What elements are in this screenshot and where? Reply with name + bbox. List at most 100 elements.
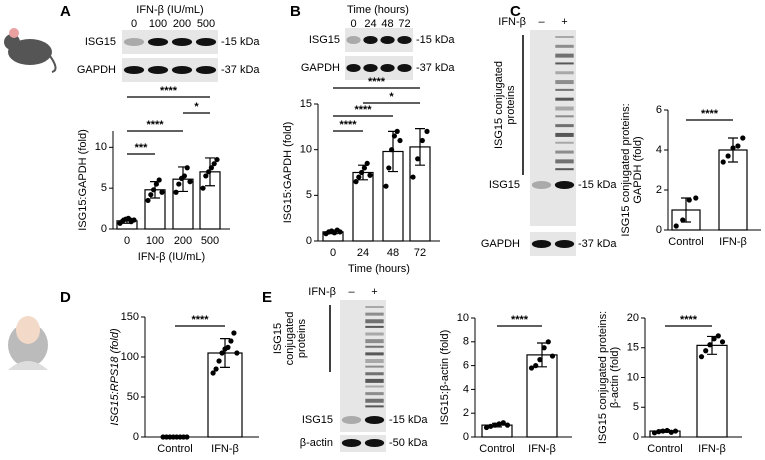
blot-band xyxy=(171,66,193,74)
data-point xyxy=(549,353,556,359)
x-tick-label: 24 xyxy=(357,247,369,259)
blot-band xyxy=(364,416,385,424)
y-tick-label: 2 xyxy=(463,407,469,419)
smear-band xyxy=(365,312,384,316)
data-point xyxy=(159,189,165,195)
y-axis-label: ISG15:GAPDH (fold) xyxy=(77,129,89,230)
y-tick-label: 2 xyxy=(656,184,662,196)
y-tick-label: 5 xyxy=(101,182,107,194)
x-tick-label: Control xyxy=(647,443,682,455)
data-point xyxy=(660,428,666,434)
data-point xyxy=(397,137,403,144)
data-point xyxy=(210,370,216,376)
blot-band xyxy=(171,38,193,46)
data-point xyxy=(686,197,692,203)
data-point xyxy=(394,128,400,134)
smear-band xyxy=(555,44,574,48)
y-tick-label: 0 xyxy=(656,224,662,236)
data-point xyxy=(214,156,220,163)
x-tick-label: 100 xyxy=(146,235,164,247)
row-label: ISG15 xyxy=(309,34,340,46)
y-tick-label: 100 xyxy=(121,351,139,363)
smear-band xyxy=(365,339,384,344)
significance-label: **** xyxy=(160,85,178,97)
data-point xyxy=(673,223,679,229)
data-point xyxy=(231,330,237,336)
lane-label: – xyxy=(538,16,545,28)
y-tick-label: 20 xyxy=(627,312,639,324)
lane-label: – xyxy=(348,286,355,298)
data-point xyxy=(200,185,206,191)
bracket-label: proteins xyxy=(505,85,517,125)
smear-band xyxy=(365,332,384,336)
data-point xyxy=(203,173,209,179)
x-tick-label: IFN-β xyxy=(719,236,747,248)
data-point xyxy=(151,187,157,193)
smear-band xyxy=(365,325,384,328)
smear-band xyxy=(555,115,574,118)
y-tick-label: 0 xyxy=(101,223,107,235)
y-tick-label: 10 xyxy=(627,371,639,383)
smear-band xyxy=(555,80,574,85)
y-tick-label: 0 xyxy=(133,431,139,443)
kda-marker: -15 kDa xyxy=(221,36,260,48)
data-point xyxy=(131,217,137,223)
smear-band xyxy=(555,97,574,101)
kda-marker: -15 kDa xyxy=(389,414,428,426)
row-label: ISG15 xyxy=(489,179,520,191)
smear-band xyxy=(555,36,574,38)
data-point xyxy=(488,423,494,429)
significance-label: **** xyxy=(146,119,164,131)
kda-marker: -37 kDa xyxy=(578,238,617,250)
bracket-label: proteins xyxy=(296,318,308,358)
data-point xyxy=(410,174,416,180)
blot-header: Time (hours) xyxy=(347,4,409,16)
blot-header: IFN-β (IU/mL) xyxy=(136,4,203,16)
bracket-label: ISG15 xyxy=(272,323,284,354)
data-point xyxy=(668,429,674,435)
data-point xyxy=(528,365,535,371)
data-point xyxy=(153,181,159,187)
error-bar xyxy=(220,338,230,368)
data-point xyxy=(211,161,217,167)
significance-label: *** xyxy=(135,142,149,154)
data-point xyxy=(391,133,397,139)
y-tick-label: 50 xyxy=(127,391,139,403)
data-point xyxy=(337,229,343,235)
data-point xyxy=(367,172,373,178)
blot-band xyxy=(364,439,385,447)
data-point xyxy=(364,160,370,166)
blot-band xyxy=(554,240,575,248)
blot-band xyxy=(195,66,217,74)
y-tick-label: 6 xyxy=(656,104,662,116)
smear-band xyxy=(555,168,574,171)
x-tick-label: Control xyxy=(479,443,514,455)
blot-band xyxy=(380,36,395,44)
blot-band xyxy=(147,38,169,46)
y-axis-label: ISG15:RPS18 (fold) xyxy=(109,328,121,426)
blot-band xyxy=(346,36,361,44)
blot-band xyxy=(123,66,145,74)
blot-header: IFN-β xyxy=(498,16,526,28)
data-point xyxy=(419,137,425,144)
data-point xyxy=(148,192,154,198)
y-tick-label: 10 xyxy=(457,312,469,324)
blot-band xyxy=(123,38,145,46)
data-point xyxy=(483,424,490,431)
data-point xyxy=(213,366,219,372)
y-tick-label: 5 xyxy=(633,401,639,413)
smear-band xyxy=(555,132,574,137)
y-axis-label: β-actin (fold) xyxy=(609,347,621,408)
smear-band xyxy=(555,71,574,75)
data-point xyxy=(228,338,234,344)
lane-label: 500 xyxy=(197,18,215,30)
smear-band xyxy=(555,124,574,128)
lane-label: 200 xyxy=(173,18,191,30)
x-tick-label: 72 xyxy=(414,247,426,259)
y-axis-label: ISG15 conjugated proteins: xyxy=(597,311,609,444)
data-point xyxy=(707,342,713,348)
lane-label: 48 xyxy=(381,18,393,30)
y-tick-label: 0 xyxy=(463,431,469,443)
data-point xyxy=(219,350,225,356)
data-point xyxy=(680,217,686,223)
